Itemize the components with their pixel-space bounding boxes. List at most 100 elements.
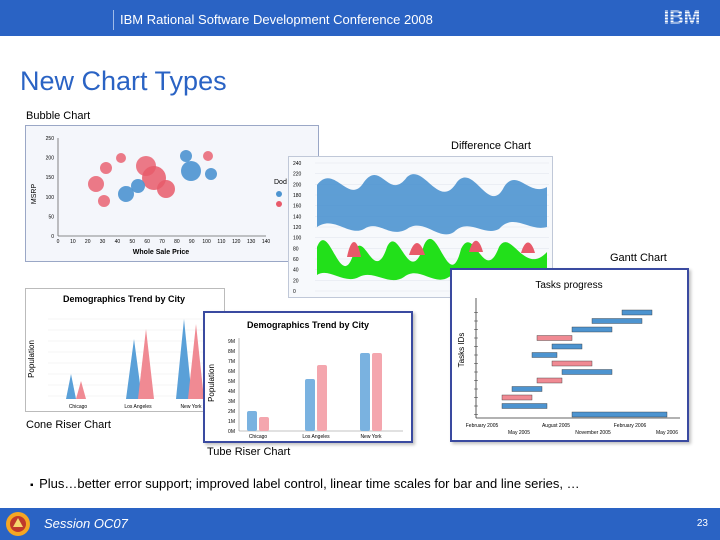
difference-ytick-label: 200 — [293, 182, 302, 188]
gantt-task-bar — [561, 369, 613, 375]
cone-chart-svg: Demographics Trend by City Population Ch… — [27, 294, 216, 410]
bubble — [116, 153, 126, 163]
tube-ytick-label: 9M — [228, 339, 235, 345]
gantt-bars — [474, 309, 668, 418]
tube-categories: Chicago Los Angeles New York — [249, 434, 382, 440]
bubble-ylabel: MSRP — [31, 184, 38, 205]
bubble-ytick-label: 50 — [48, 214, 54, 220]
difference-ytick-label: 120 — [293, 225, 302, 231]
bubble — [98, 195, 110, 207]
footer-bar: Session OC07 23 — [0, 508, 720, 540]
bubble — [203, 151, 213, 161]
ibm-logo: IBM — [656, 7, 708, 28]
cone — [76, 381, 86, 399]
difference-ytick-label: 160 — [293, 204, 302, 210]
bubble-xtick-label: 130 — [247, 239, 256, 245]
gantt-task-bar — [501, 394, 533, 401]
tube — [317, 365, 327, 431]
difference-ytick-label: 180 — [293, 193, 302, 199]
gantt-chart-svg: Tasks progress Tasks IDs February 2005 Ma… — [457, 280, 680, 436]
bubble-xtick-label: 30 — [100, 239, 106, 245]
bubble — [205, 168, 217, 180]
cone — [176, 319, 192, 399]
header-separator — [113, 10, 114, 30]
bubble-xtick-label: 50 — [130, 239, 136, 245]
tube-yticks: 0M 1M 2M 3M 4M 5M 6M 7M 8M 9M — [228, 339, 235, 435]
bubble-ytick-label: 100 — [46, 195, 55, 201]
bubble-xtick-label: 60 — [144, 239, 150, 245]
gantt-xtick-label: February 2006 — [614, 423, 647, 429]
gantt-xtick-label: February 2005 — [466, 423, 499, 429]
difference-ytick-label: 240 — [293, 161, 302, 167]
difference-pink-spike — [469, 240, 483, 252]
bubble-xtick-label: 90 — [189, 239, 195, 245]
bubble-xtick-label: 80 — [174, 239, 180, 245]
bubble — [88, 176, 104, 192]
page-number: 23 — [696, 518, 708, 529]
gantt-task-bar — [571, 326, 613, 333]
bubble-xtick-label: 10 — [70, 239, 76, 245]
cone-riser-chart: Demographics Trend by City Population Ch… — [25, 288, 225, 412]
tube-chart-svg: Demographics Trend by City Population 0M… — [207, 320, 403, 440]
bubble-xtick-label: 0 — [57, 239, 60, 245]
gantt-task-bar — [511, 386, 543, 392]
cone-category-label: New York — [180, 404, 202, 410]
difference-ytick-label: 60 — [293, 257, 299, 263]
cone-title: Demographics Trend by City — [63, 294, 185, 304]
bubble-xtick-label: 120 — [232, 239, 241, 245]
tube-category-label: Los Angeles — [302, 434, 330, 440]
cone — [138, 329, 154, 399]
gantt-task-bar — [591, 318, 643, 324]
bubble-xtick-label: 140 — [262, 239, 271, 245]
gantt-xtick-label: May 2006 — [656, 430, 678, 436]
tube-category-label: New York — [360, 434, 382, 440]
bubble-ytick-label: 150 — [46, 175, 55, 181]
gantt-task-bar — [536, 377, 563, 384]
header-bar: IBM Rational Software Development Confer… — [0, 0, 720, 36]
cone-chart-label: Cone Riser Chart — [26, 419, 111, 431]
cone-category-label: Los Angeles — [124, 404, 152, 410]
cone — [66, 374, 76, 399]
bubble-chart-svg: MSRP Whole Sale Price 0 50 100 150 200 250 0 1… — [26, 126, 318, 261]
tube — [259, 417, 269, 431]
bullet-marker: ▪ — [30, 480, 40, 491]
gantt-task-bar — [551, 343, 583, 350]
gantt-xtick-label: November 2005 — [575, 430, 611, 436]
tube-risers — [247, 353, 382, 431]
cone-categories: Chicago Los Angeles New York — [69, 404, 202, 410]
bubble-xtick-label: 110 — [217, 239, 225, 245]
tube-ylabel: Population — [207, 364, 216, 402]
bubble-legend-partial: Dod — [274, 179, 287, 186]
difference-chart-label: Difference Chart — [451, 140, 531, 152]
tube-ytick-label: 4M — [228, 389, 235, 395]
bubble-xtick-label: 20 — [85, 239, 91, 245]
difference-ytick-label: 80 — [293, 246, 299, 252]
bubble-chart: MSRP Whole Sale Price 0 50 100 150 200 250 0 1… — [25, 125, 319, 262]
tube-ytick-label: 5M — [228, 379, 235, 385]
tube — [247, 411, 257, 431]
difference-upper-area — [317, 174, 547, 235]
bubble-xlabel: Whole Sale Price — [133, 249, 190, 256]
bubble-yticks: 0 50 100 150 200 250 — [46, 136, 55, 240]
conference-logo-icon — [6, 512, 30, 536]
difference-pink-spike — [409, 243, 425, 255]
gantt-task-bar — [551, 360, 593, 367]
bubble — [180, 150, 192, 162]
tube-chart-label: Tube Riser Chart — [207, 446, 291, 458]
difference-chart-svg: 0 20 40 60 80 100 120 140 160 180 200 220 240 — [289, 157, 552, 297]
session-label: Session OC07 — [44, 516, 128, 531]
tube-ytick-label: 0M — [228, 429, 235, 435]
bubble-xtick-label: 40 — [115, 239, 121, 245]
conference-title: IBM Rational Software Development Confer… — [120, 12, 433, 27]
bullet-text: Plus…better error support; improved labe… — [39, 476, 580, 491]
gantt-xtick-label: August 2005 — [542, 423, 570, 429]
gantt-chart-label: Gantt Chart — [610, 252, 667, 264]
gantt-task-bar — [571, 411, 668, 418]
tube-title: Demographics Trend by City — [247, 320, 369, 330]
bubble — [118, 186, 134, 202]
cone-ylabel: Population — [27, 340, 36, 378]
cone-category-label: Chicago — [69, 404, 88, 410]
cone — [188, 324, 204, 399]
difference-pink-spike — [521, 242, 535, 253]
bubble — [157, 180, 175, 198]
